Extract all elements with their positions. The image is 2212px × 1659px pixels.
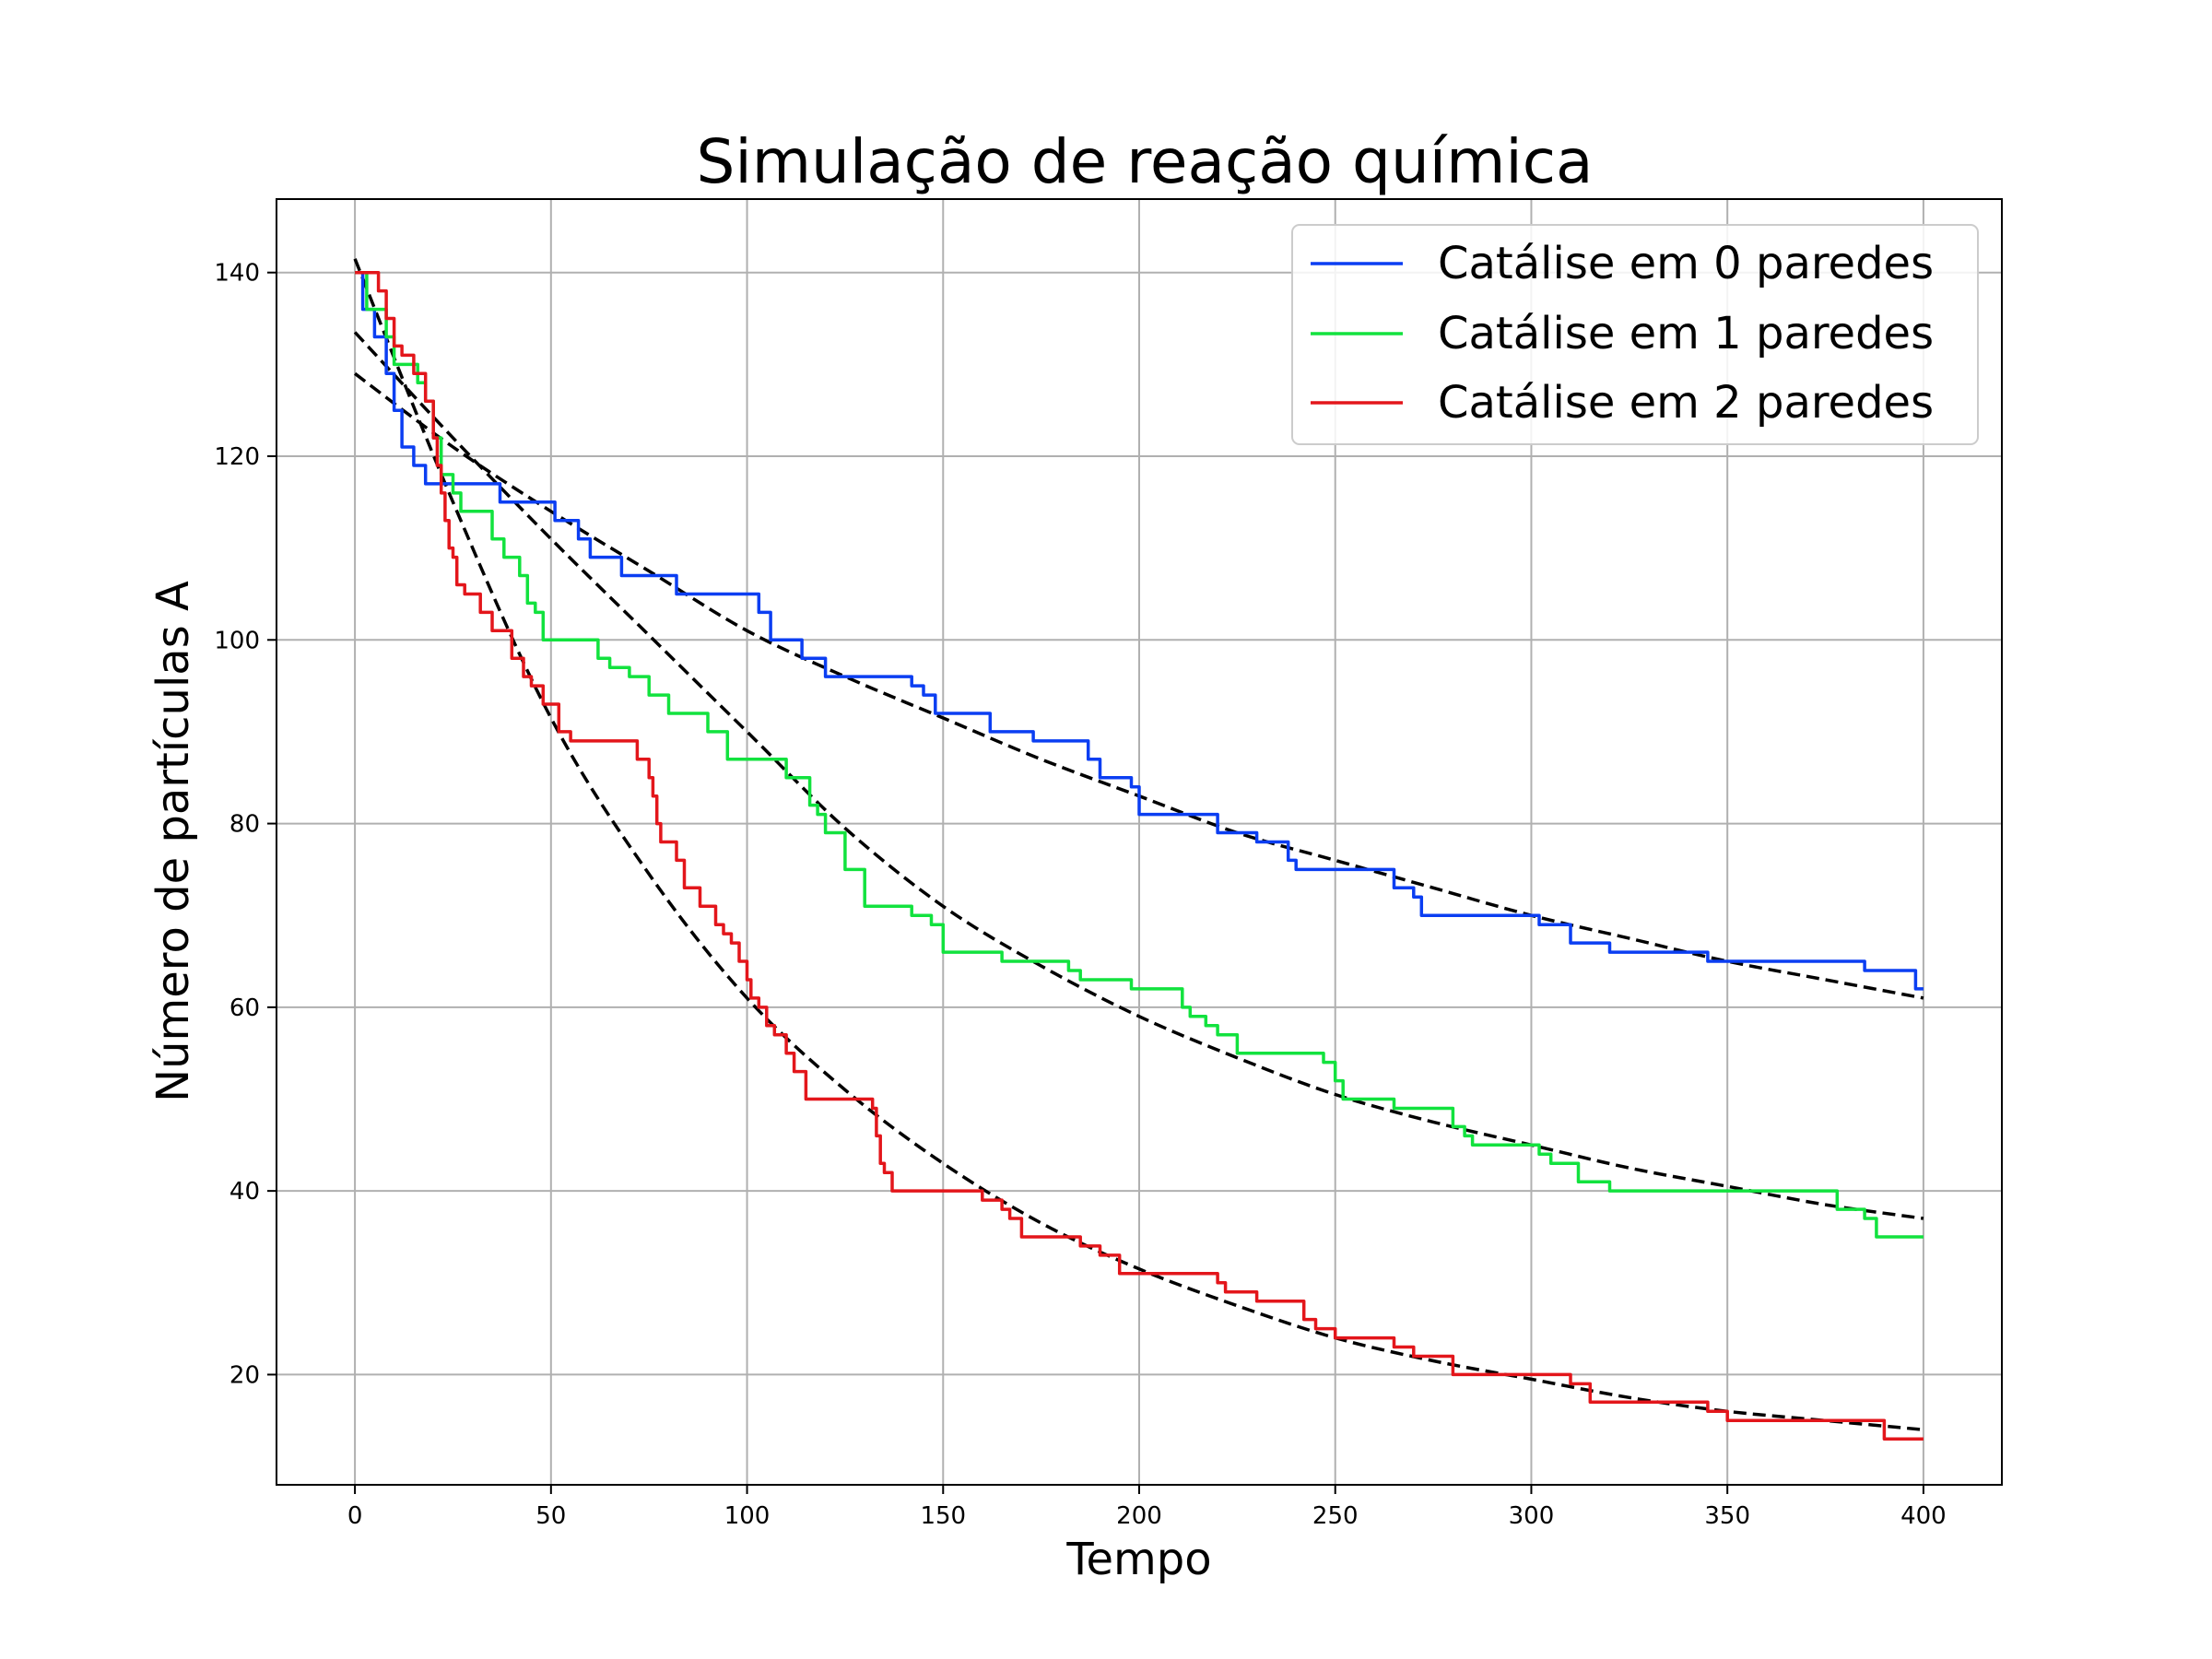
fit-2-paredes-curve: [353, 258, 1924, 1431]
y-tick-label-60: 60: [229, 994, 260, 1022]
x-tick-label-50: 50: [535, 1502, 566, 1530]
x-tick-label-0: 0: [347, 1502, 363, 1530]
legend-label-2-paredes: Catálise em 2 paredes: [1438, 377, 1934, 429]
x-tick-label-100: 100: [724, 1502, 771, 1530]
legend-label-0-paredes: Catálise em 0 paredes: [1438, 238, 1934, 289]
x-tick-label-250: 250: [1312, 1502, 1359, 1530]
chart-title: Simulação de reação química: [697, 126, 1594, 197]
y-axis-label: Número de partículas A: [147, 581, 199, 1102]
x-tick-label-350: 350: [1704, 1502, 1750, 1530]
y-tick-label-120: 120: [214, 443, 260, 471]
series-line-0-paredes: [355, 270, 1924, 991]
y-tick-label-40: 40: [229, 1178, 260, 1206]
fit-0-paredes-curve: [354, 371, 1924, 1000]
fit-curves: [353, 258, 1924, 1431]
y-tick-label-140: 140: [214, 260, 260, 288]
legend: Catálise em 0 paredes Catálise em 1 pare…: [1291, 224, 1979, 445]
x-tick-label-200: 200: [1116, 1502, 1162, 1530]
y-tick-label-100: 100: [214, 627, 260, 654]
x-tick-label-300: 300: [1509, 1502, 1555, 1530]
data-series: [355, 270, 1924, 1441]
series-line-1-paredes: [355, 270, 1924, 1239]
legend-label-1-paredes: Catálise em 1 paredes: [1438, 308, 1934, 359]
y-tick-label-80: 80: [229, 811, 260, 839]
x-axis-label: Tempo: [1065, 1534, 1211, 1585]
x-tick-label-400: 400: [1900, 1502, 1947, 1530]
x-tick-label-150: 150: [920, 1502, 966, 1530]
axis-ticks: 0 50 100 150 200 250 300 350 400 20 40 60 80 100 120 14…: [214, 260, 1946, 1530]
y-tick-label-20: 20: [229, 1361, 260, 1389]
fit-1-paredes-curve: [353, 331, 1924, 1220]
series-line-2-paredes: [355, 270, 1924, 1441]
legend-box: [1291, 224, 1979, 445]
